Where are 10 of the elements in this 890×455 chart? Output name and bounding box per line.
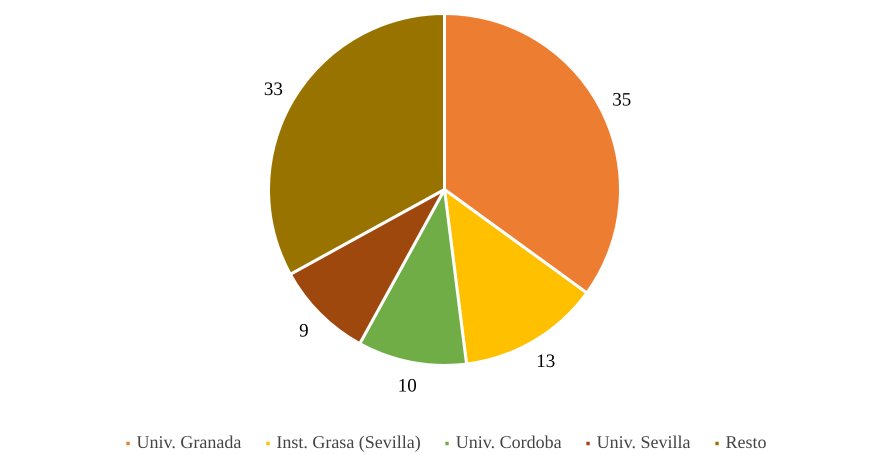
data-label: 35: [612, 90, 632, 111]
legend-label: Univ. Sevilla: [596, 432, 690, 453]
legend-label: Univ. Granada: [136, 432, 242, 453]
data-label: 10: [398, 375, 417, 396]
data-label: 9: [299, 320, 309, 342]
data-label: 33: [264, 78, 283, 100]
legend-label: Inst. Grasa (Sevilla): [276, 432, 421, 453]
data-label: 13: [536, 351, 556, 372]
legend-label: Resto: [725, 432, 766, 453]
legend-label: Univ. Cordoba: [456, 432, 562, 453]
